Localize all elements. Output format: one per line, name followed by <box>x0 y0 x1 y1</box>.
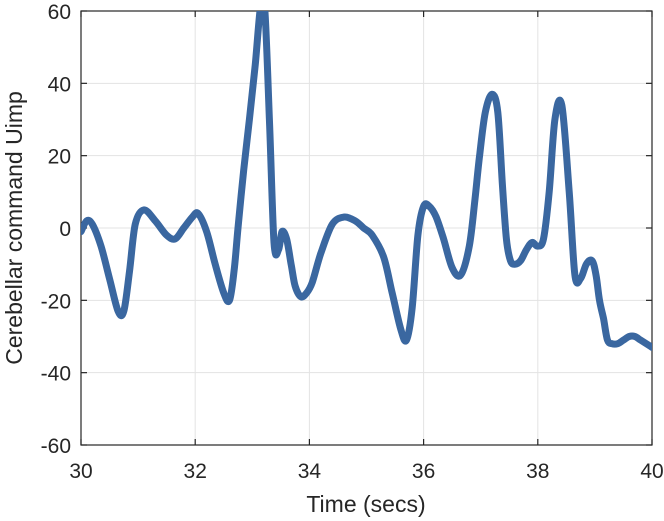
y-tick-label: -20 <box>41 290 71 313</box>
axis-ticks <box>80 10 653 446</box>
x-tick-label: 32 <box>184 460 207 483</box>
y-axis-label: Cerebellar command Uimp <box>1 91 27 365</box>
y-tick-label: 40 <box>48 73 71 96</box>
x-tick-label: 34 <box>298 460 322 483</box>
x-tick-label: 40 <box>640 460 663 483</box>
series-line <box>81 11 652 351</box>
y-tick-label: 20 <box>48 146 71 169</box>
x-tick-label: 30 <box>69 460 92 483</box>
y-tick-label: -40 <box>41 363 71 386</box>
x-tick-label: 36 <box>412 460 435 483</box>
x-axis-label: Time (secs) <box>306 491 425 517</box>
y-tick-labels: -60 -40 -20 0 20 40 60 <box>41 1 71 458</box>
x-tick-labels: 30 32 34 36 38 40 <box>69 460 663 483</box>
y-tick-label: -60 <box>41 435 71 458</box>
y-tick-label: 60 <box>48 1 71 24</box>
x-tick-label: 38 <box>526 460 549 483</box>
y-tick-label: 0 <box>59 218 71 241</box>
